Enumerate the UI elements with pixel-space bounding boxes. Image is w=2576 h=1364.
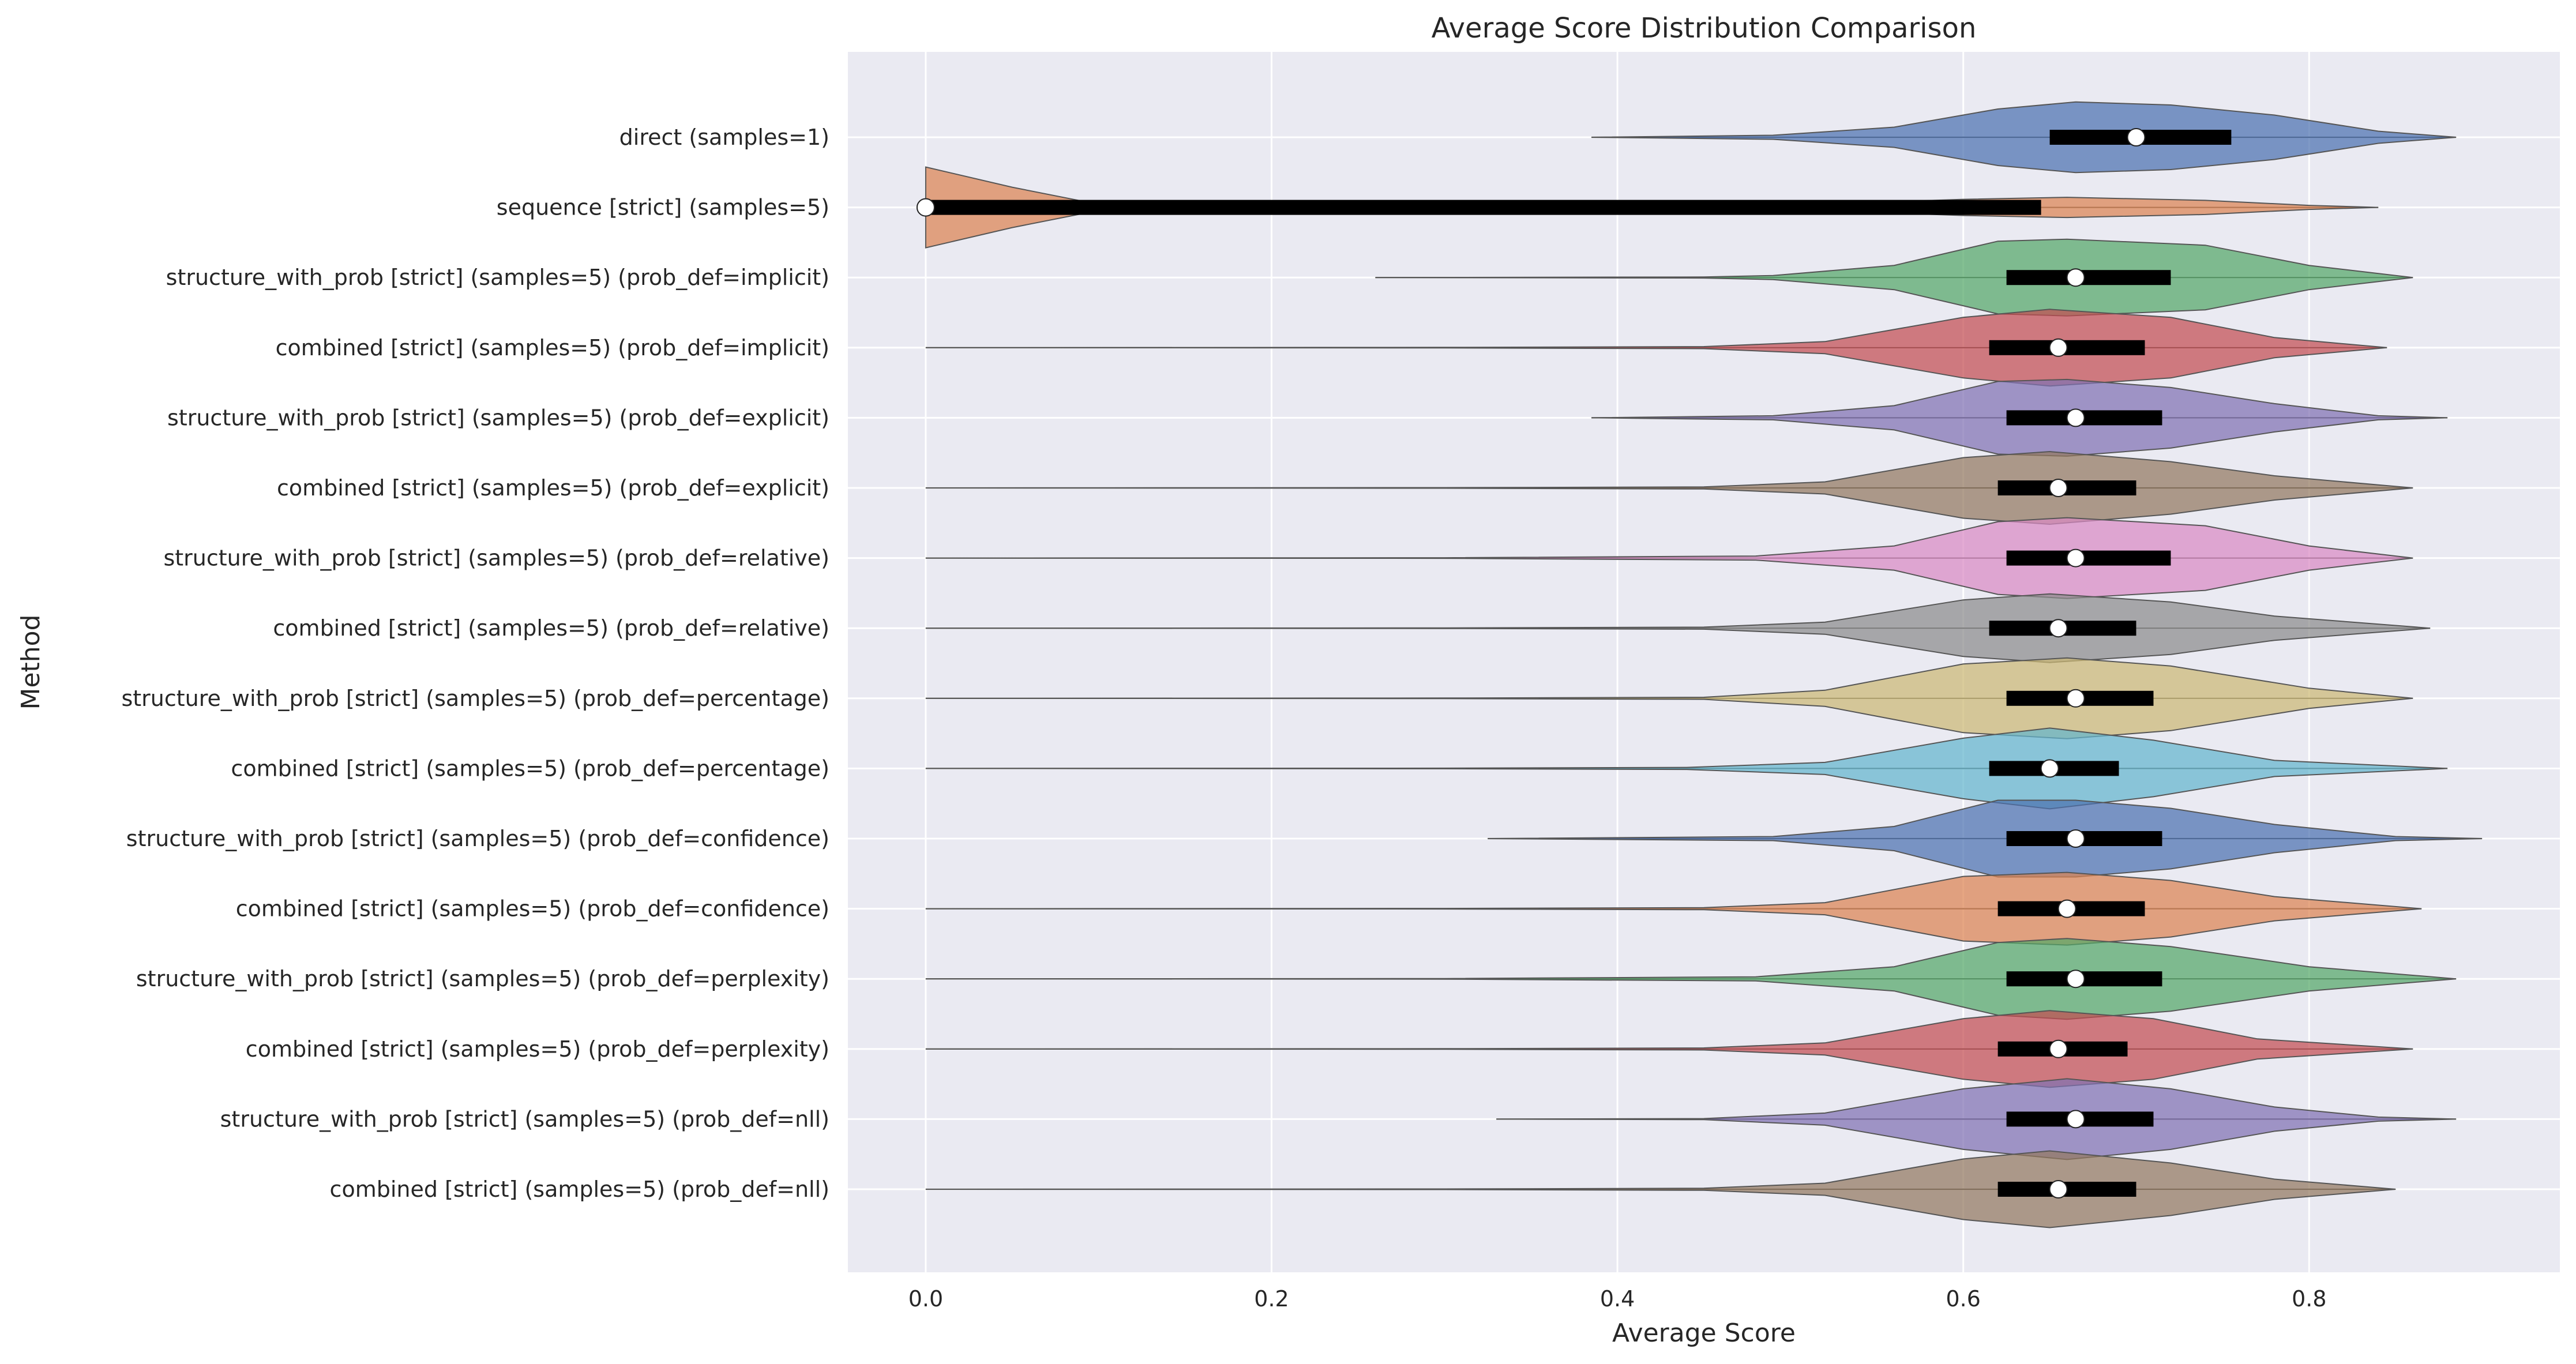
y-tick-label: structure_with_prob [strict] (samples=5)… bbox=[167, 405, 829, 430]
violin-body bbox=[1488, 799, 2483, 878]
violin-body bbox=[925, 1150, 2396, 1228]
median-point bbox=[2066, 1110, 2085, 1129]
median-point bbox=[2049, 338, 2068, 357]
violin-14 bbox=[1496, 1078, 2457, 1160]
y-tick-label: direct (samples=1) bbox=[619, 125, 829, 150]
y-tick-label: structure_with_prob [strict] (samples=5)… bbox=[220, 1106, 829, 1132]
violin-body bbox=[925, 1010, 2413, 1088]
violin-4 bbox=[1591, 378, 2448, 457]
y-tick-label: combined [strict] (samples=5) (prob_def=… bbox=[277, 475, 829, 501]
y-tick-labels: direct (samples=1) sequence [strict] (sam… bbox=[121, 125, 829, 1202]
x-tick-label: 0.6 bbox=[1946, 1286, 1980, 1312]
median-point bbox=[2066, 548, 2085, 568]
x-axis-label: Average Score bbox=[1612, 1318, 1796, 1348]
violin-6 bbox=[925, 517, 2413, 599]
violin-12 bbox=[925, 938, 2457, 1020]
iqr-box bbox=[925, 200, 2041, 215]
violin-2 bbox=[1375, 238, 2413, 317]
violin-body bbox=[1375, 238, 2413, 317]
violin-body bbox=[1591, 101, 2457, 174]
x-tick-label: 0.2 bbox=[1254, 1286, 1289, 1312]
y-tick-label: combined [strict] (samples=5) (prob_def=… bbox=[246, 1036, 829, 1062]
median-point bbox=[916, 198, 935, 217]
x-tick-label: 0.0 bbox=[908, 1286, 943, 1312]
median-point bbox=[2066, 408, 2085, 427]
violin-11 bbox=[925, 871, 2422, 946]
plot-area bbox=[848, 52, 2560, 1272]
x-tick-label: 0.4 bbox=[1600, 1286, 1635, 1312]
violin-5 bbox=[925, 450, 2413, 525]
violin-body bbox=[925, 657, 2413, 739]
violin-body bbox=[1496, 1078, 2457, 1160]
median-point bbox=[2049, 1180, 2068, 1198]
y-tick-label: combined [strict] (samples=5) (prob_def=… bbox=[231, 756, 829, 781]
y-tick-label: structure_with_prob [strict] (samples=5)… bbox=[136, 966, 829, 991]
violin-body bbox=[925, 593, 2431, 663]
violin-3 bbox=[925, 309, 2387, 387]
median-point bbox=[2049, 619, 2068, 638]
violin-13 bbox=[925, 1010, 2413, 1088]
median-point bbox=[2066, 970, 2085, 989]
violin-body bbox=[925, 938, 2457, 1020]
violin-0 bbox=[1591, 101, 2457, 174]
violins bbox=[916, 101, 2483, 1228]
violin-9 bbox=[925, 727, 2448, 810]
violin-body bbox=[925, 450, 2413, 525]
y-tick-label: combined [strict] (samples=5) (prob_def=… bbox=[276, 335, 829, 360]
iqr-box bbox=[2006, 550, 2171, 566]
y-tick-label: structure_with_prob [strict] (samples=5)… bbox=[121, 686, 829, 711]
y-tick-label: structure_with_prob [strict] (samples=5)… bbox=[166, 265, 829, 290]
median-point bbox=[2049, 479, 2068, 497]
y-tick-label: combined [strict] (samples=5) (prob_def=… bbox=[236, 896, 829, 922]
median-point bbox=[2040, 759, 2059, 778]
violin-1 bbox=[916, 166, 2379, 249]
y-axis-label: Method bbox=[16, 614, 46, 709]
violin-8 bbox=[925, 657, 2413, 739]
violin-7 bbox=[925, 593, 2431, 663]
chart-title: Average Score Distribution Comparison bbox=[1432, 12, 1977, 44]
y-tick-label: structure_with_prob [strict] (samples=5)… bbox=[126, 826, 829, 851]
y-tick-label: combined [strict] (samples=5) (prob_def=… bbox=[330, 1177, 829, 1202]
iqr-box bbox=[2006, 270, 2171, 285]
y-tick-label: sequence [strict] (samples=5) bbox=[497, 195, 829, 220]
violin-body bbox=[925, 517, 2413, 599]
violin-body bbox=[925, 871, 2422, 946]
violin-body bbox=[925, 309, 2387, 387]
median-point bbox=[2066, 268, 2085, 287]
median-point bbox=[2049, 1039, 2068, 1058]
y-tick-label: structure_with_prob [strict] (samples=5)… bbox=[163, 546, 829, 571]
x-tick-label: 0.8 bbox=[2292, 1286, 2326, 1312]
violin-10 bbox=[1488, 799, 2483, 878]
median-point bbox=[2066, 689, 2085, 708]
violin-body bbox=[925, 727, 2448, 810]
median-point bbox=[2127, 128, 2146, 146]
x-tick-labels: 0.0 0.2 0.4 0.6 0.8 bbox=[908, 1286, 2327, 1312]
y-tick-label: combined [strict] (samples=5) (prob_def=… bbox=[273, 615, 829, 641]
median-point bbox=[2057, 899, 2076, 918]
median-point bbox=[2066, 829, 2085, 848]
violin-15 bbox=[925, 1150, 2396, 1228]
